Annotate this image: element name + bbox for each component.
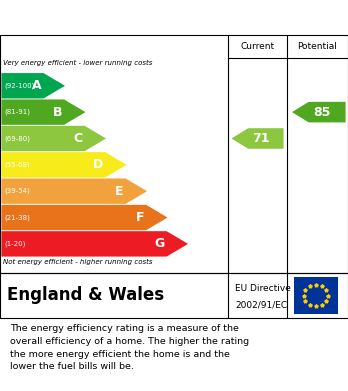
- Text: England & Wales: England & Wales: [7, 287, 164, 305]
- Text: C: C: [74, 132, 83, 145]
- Text: 85: 85: [314, 106, 331, 118]
- Polygon shape: [1, 73, 65, 99]
- Text: (69-80): (69-80): [4, 135, 30, 142]
- Polygon shape: [231, 128, 284, 149]
- Text: (55-68): (55-68): [4, 161, 30, 168]
- Text: 71: 71: [252, 132, 270, 145]
- Text: 2002/91/EC: 2002/91/EC: [235, 300, 287, 309]
- Text: (39-54): (39-54): [4, 188, 30, 194]
- Text: E: E: [115, 185, 124, 198]
- Text: Current: Current: [240, 42, 275, 51]
- Text: Very energy efficient - lower running costs: Very energy efficient - lower running co…: [3, 60, 153, 66]
- Polygon shape: [1, 205, 167, 230]
- Text: B: B: [53, 106, 62, 118]
- Polygon shape: [1, 231, 188, 256]
- Text: D: D: [93, 158, 103, 171]
- Polygon shape: [1, 126, 106, 151]
- Text: (92-100): (92-100): [4, 83, 34, 89]
- Polygon shape: [1, 99, 86, 125]
- Text: EU Directive: EU Directive: [235, 284, 291, 293]
- Polygon shape: [292, 102, 346, 122]
- Text: The energy efficiency rating is a measure of the
overall efficiency of a home. T: The energy efficiency rating is a measur…: [10, 324, 250, 371]
- Text: (81-91): (81-91): [4, 109, 30, 115]
- Text: G: G: [155, 237, 165, 250]
- Text: (21-38): (21-38): [4, 214, 30, 221]
- Polygon shape: [1, 152, 127, 178]
- Text: Not energy efficient - higher running costs: Not energy efficient - higher running co…: [3, 259, 153, 265]
- Text: F: F: [136, 211, 144, 224]
- Polygon shape: [1, 178, 147, 204]
- FancyBboxPatch shape: [294, 276, 338, 314]
- Text: Potential: Potential: [298, 42, 338, 51]
- Text: Energy Efficiency Rating: Energy Efficiency Rating: [10, 10, 220, 25]
- Text: A: A: [32, 79, 42, 92]
- Text: (1-20): (1-20): [4, 240, 25, 247]
